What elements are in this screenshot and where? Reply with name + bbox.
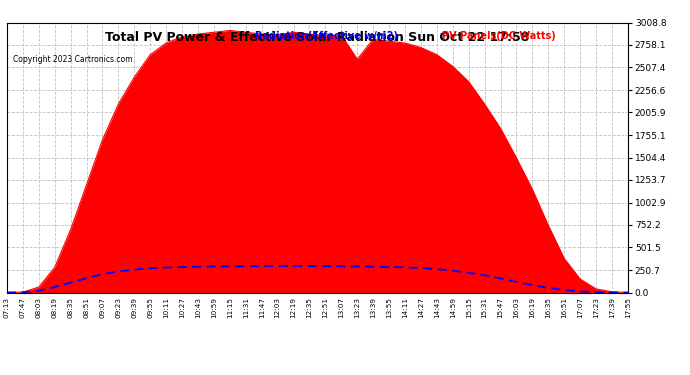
Text: PV Panels(DC Watts): PV Panels(DC Watts)	[442, 31, 555, 40]
Text: Radiation(Effective w/m2): Radiation(Effective w/m2)	[255, 31, 398, 40]
Text: Copyright 2023 Cartronics.com: Copyright 2023 Cartronics.com	[13, 55, 132, 64]
Text: Total PV Power & Effective Solar Radiation Sun Oct 22 17:58: Total PV Power & Effective Solar Radiati…	[105, 31, 530, 44]
